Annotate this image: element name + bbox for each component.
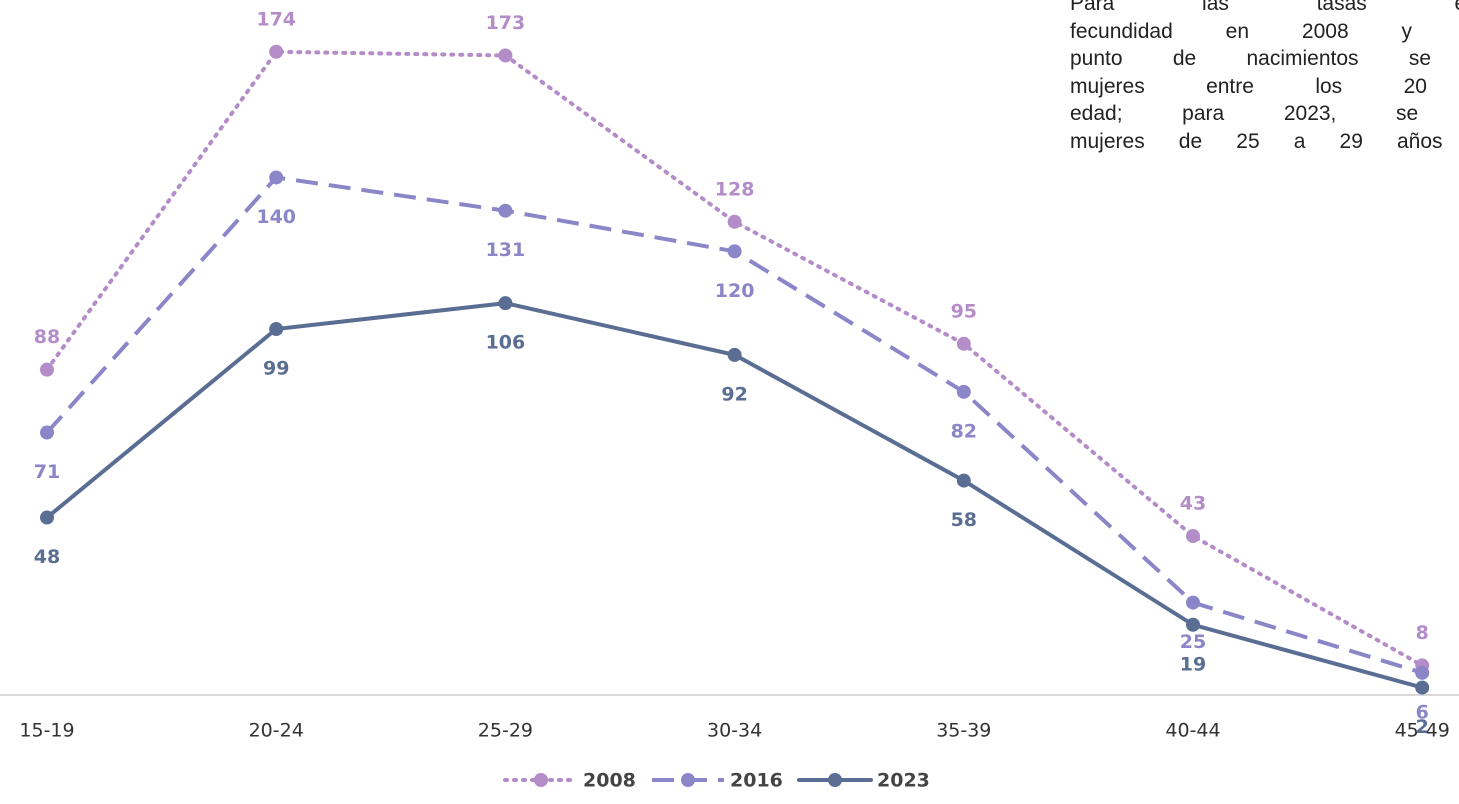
data-point [498,48,513,63]
data-label: 95 [951,300,977,322]
data-label: 173 [486,12,526,34]
data-point [498,203,513,218]
data-point [727,347,742,362]
data-point [269,322,284,337]
x-tick-label: 40-44 [1165,720,1220,742]
x-tick-label: 15-19 [19,720,74,742]
data-label: 131 [486,239,526,261]
annotation-line: fecundidad en 2008 y 201 [1070,19,1459,43]
legend-label: 2016 [730,770,783,792]
data-label: 106 [486,332,526,354]
data-label: 99 [263,358,289,380]
x-tick-label: 25-29 [478,720,533,742]
data-point [498,296,513,311]
legend-marker [828,773,842,787]
x-tick-label: 35-39 [936,720,991,742]
x-tick-label: 45-49 [1395,720,1450,742]
legend-marker [534,773,548,787]
annotation-line: edad; para 2023, se co [1070,102,1459,125]
data-point [956,384,971,399]
legend-label: 2023 [877,770,930,792]
data-label: 48 [34,546,60,568]
x-tick-label: 30-34 [707,720,762,742]
data-point [1186,617,1200,632]
legend-item: 2023 [797,770,930,792]
data-point [269,170,284,185]
data-point [40,362,54,377]
legend-item: 2016 [652,770,783,792]
data-label: 6 [1416,701,1429,723]
legend-marker [681,773,695,787]
data-label: 88 [34,326,60,348]
data-point [1415,665,1430,680]
annotation-line: Para las tasas espe [1070,0,1459,15]
data-point [1186,529,1200,544]
annotation-line: punto de nacimientos se pr [1070,47,1459,70]
data-label: 58 [951,509,977,531]
data-label: 19 [1180,653,1206,675]
data-label: 140 [256,206,296,228]
data-label: 8 [1416,622,1429,644]
data-label: 174 [256,8,296,30]
annotation-line: mujeres de 25 a 29 años de [1070,129,1459,153]
data-point [727,214,742,229]
data-label: 2 [1416,716,1429,738]
data-label: 92 [721,383,747,405]
annotation: Para las tasas espe fecundidad en 2008 y … [1070,0,1459,155]
data-point [956,473,971,488]
data-point [40,425,54,440]
data-label: 82 [951,420,977,442]
data-label: 120 [715,280,755,302]
data-point [956,336,971,351]
data-point [1186,595,1200,610]
data-point [1415,680,1430,695]
x-tick-label: 20-24 [249,720,304,742]
annotation-line: mujeres entre los 20 a [1070,74,1459,98]
data-point [727,244,742,259]
data-point [269,44,284,59]
data-label: 71 [34,461,60,483]
legend-item: 2008 [503,770,636,792]
data-label: 25 [1180,631,1206,653]
data-label: 43 [1180,493,1206,515]
data-point [40,510,54,525]
legend-label: 2008 [583,770,636,792]
data-label: 128 [715,178,755,200]
